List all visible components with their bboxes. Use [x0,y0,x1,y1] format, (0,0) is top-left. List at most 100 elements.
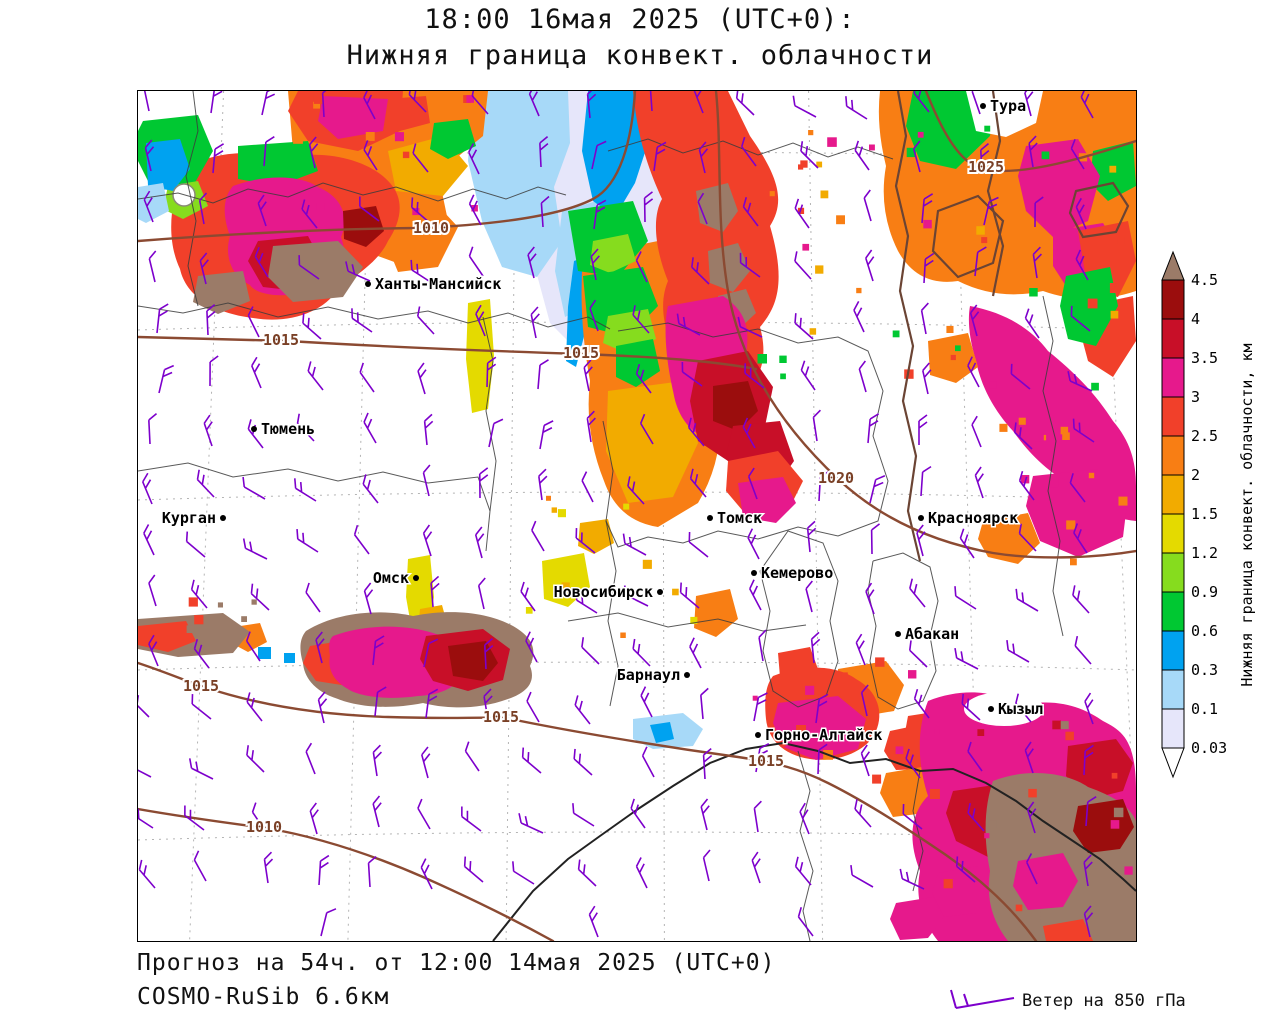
wind-barb [1024,741,1034,774]
wind-barb [922,362,932,395]
wind-barb [627,476,645,505]
wind-barb [193,850,207,882]
wind-barb [758,629,767,662]
colorbar-segment [1161,318,1185,359]
wind-barb [967,803,985,832]
wind-barb [468,194,482,226]
wind-barb [916,524,926,557]
wind-barb [1026,853,1038,885]
wind-barb [261,91,277,116]
wind-barb [653,141,667,172]
wind-barb [143,524,155,556]
wind-barb [742,417,756,449]
wind-barb [581,637,600,665]
wind-barb [521,747,542,774]
isobar-label: 1020 [818,469,854,487]
wind-barb [572,803,595,827]
isobar-label: 1010 [413,219,449,237]
wind-barb [635,857,648,889]
wind-barb [799,802,810,835]
colorbar-segment [1161,396,1185,437]
wind-barb [747,528,760,560]
wind-barb [586,91,597,119]
colorbar-tick-label: 1.2 [1191,544,1218,562]
wind-barb [1083,854,1093,887]
city-label: Томск [717,509,762,527]
wind-barb [372,744,383,777]
isobar-label: 1015 [748,752,784,770]
wind-barb [1072,585,1090,614]
city-label: Кемерово [761,564,833,582]
wind-barb [1024,308,1040,339]
admin-borders [138,91,1136,941]
wind-barb [410,197,431,224]
wind-barb [191,694,212,720]
wind-barb [483,638,494,670]
wind-barb [512,861,535,885]
wind-barb [954,586,977,610]
colorbar-title: Нижняя граница конвект. облачности, км [1238,343,1256,687]
colorbar-segment [1161,669,1185,710]
wind-barb [461,806,482,832]
wind-barb [689,637,702,669]
wind-barb [860,744,871,777]
wind-barb [257,194,267,227]
isobar-label: 1015 [183,677,219,695]
wind-barb [679,582,700,609]
wind-barb [1018,523,1037,552]
colorbar-tick-label: 3.5 [1191,349,1218,367]
wind-barb [979,143,990,175]
wind-barb [372,795,382,828]
wind-barb [263,851,274,884]
wind-barb [969,304,980,337]
colorbar-top-arrow [1161,250,1185,281]
wind-barb [794,313,814,340]
wind-barb [845,96,868,120]
city-label: Тюмень [261,420,315,438]
wind-barb [212,143,225,174]
wind-barb [527,246,537,279]
wind-barb [321,91,331,118]
wind-barb [698,141,709,174]
wind-barb [920,465,932,497]
wind-barb [363,91,376,120]
wind-barb [422,464,431,497]
colorbar-tick-label: 0.03 [1191,739,1227,757]
wind-barb [296,529,319,553]
wind-barb [700,687,709,720]
wind-barb [586,410,596,443]
wind-barb [1027,801,1037,834]
wind-barb [525,631,538,663]
wind-barb [740,136,757,167]
wind-barb [367,855,377,888]
colorbar-tick-label: 0.6 [1191,622,1218,640]
colorbar-tick-label: 4.5 [1191,271,1218,289]
colorbar-tick-label: 2 [1191,466,1200,484]
wind-barb [855,633,866,666]
wind-barb [630,798,646,829]
wind-barb [737,316,763,338]
wind-barb [589,299,599,332]
isobars [138,91,1136,941]
wind-barb [920,302,929,335]
wind-barb [193,639,210,669]
wind-barb [959,528,975,559]
wind-barb [138,859,156,889]
wind-barb [912,140,921,173]
wind-barb [860,684,869,717]
wind-barb [464,741,480,772]
wind-barb [971,91,981,115]
city-dot [220,515,226,521]
wind-barb [478,467,489,499]
wind-barb [967,356,980,388]
wind-barb [700,798,710,831]
wind-barb [242,538,268,560]
city-label: Ханты-Мансийск [375,275,501,293]
wind-barb [702,849,711,882]
page-title-parameter: Нижняя граница конвект. облачности [346,40,934,71]
wind-barb [156,303,169,334]
wind-barb [702,747,713,780]
wind-barb [800,360,816,391]
wind-barb [622,533,647,556]
